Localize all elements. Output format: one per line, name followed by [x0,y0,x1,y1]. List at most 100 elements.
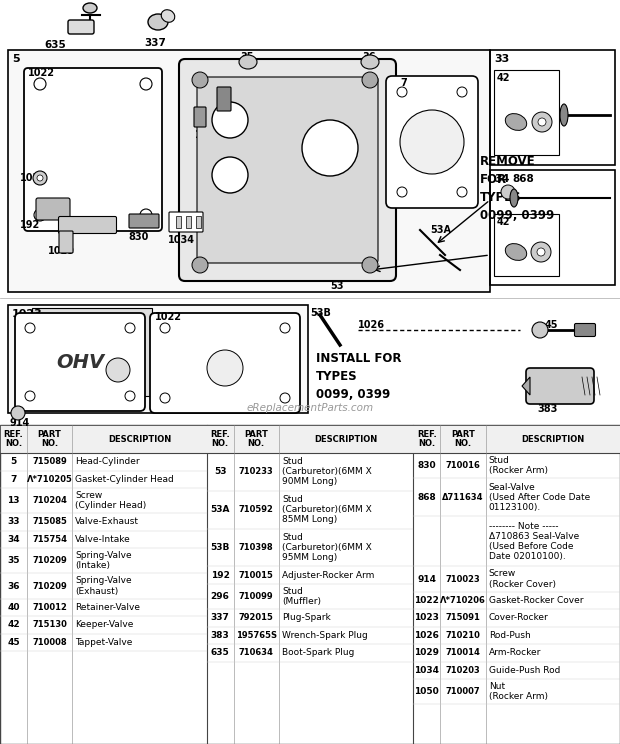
Text: 5: 5 [12,54,20,64]
Text: 35: 35 [240,52,254,62]
Text: PART
NO.: PART NO. [244,429,268,449]
Text: REF.
NO.: REF. NO. [4,429,24,449]
Circle shape [501,185,515,199]
FancyBboxPatch shape [526,368,594,404]
Text: Tappet-Valve: Tappet-Valve [76,638,133,647]
Text: 53: 53 [330,281,343,291]
Circle shape [125,391,135,401]
FancyBboxPatch shape [68,20,94,34]
Bar [196,216,201,228]
Text: 710203: 710203 [446,666,480,675]
Bar [0,0,620,425]
Text: 868: 868 [417,493,436,501]
Ellipse shape [505,114,527,130]
FancyBboxPatch shape [575,324,595,336]
Text: REMOVE
FOR
TYPES
0099, 0399: REMOVE FOR TYPES 0099, 0399 [480,155,554,222]
Text: 635: 635 [44,40,66,50]
Text: 42: 42 [497,73,510,83]
Ellipse shape [161,10,175,22]
Circle shape [397,187,407,197]
Text: 296: 296 [211,592,229,601]
Circle shape [532,322,548,338]
Circle shape [538,118,546,126]
Text: 792015: 792015 [239,613,273,622]
Text: Stud
(Carburetor)(6MM X
85MM Long): Stud (Carburetor)(6MM X 85MM Long) [282,496,372,525]
Text: 1050: 1050 [414,687,439,696]
Text: Cover-Rocker: Cover-Rocker [489,613,549,622]
Text: 710012: 710012 [32,603,67,612]
Text: 710099: 710099 [239,592,273,601]
Circle shape [25,323,35,333]
Text: 5: 5 [11,458,17,466]
FancyBboxPatch shape [386,76,478,208]
Text: 710209: 710209 [32,557,67,565]
Text: 53: 53 [214,467,226,476]
Bar [186,216,191,228]
Text: Wrench-Spark Plug: Wrench-Spark Plug [282,631,368,640]
Text: 53B: 53B [210,543,230,552]
Text: 715089: 715089 [32,458,67,466]
Text: Stud
(Muffler): Stud (Muffler) [282,587,321,606]
Circle shape [280,393,290,403]
Text: 710233: 710233 [239,467,273,476]
Text: Adjuster-Rocker Arm: Adjuster-Rocker Arm [282,571,374,580]
Text: 337: 337 [211,613,229,622]
Text: 710023: 710023 [446,574,480,583]
Text: Screw
(Cylinder Head): Screw (Cylinder Head) [76,491,146,510]
Text: Boot-Spark Plug: Boot-Spark Plug [282,648,355,658]
Ellipse shape [239,55,257,69]
Text: Keeper-Valve: Keeper-Valve [76,620,134,629]
Text: 45: 45 [7,638,20,647]
Text: 33: 33 [7,517,20,527]
Bar [0,425,620,453]
Text: 192: 192 [20,220,40,230]
FancyBboxPatch shape [59,231,73,253]
Text: 34: 34 [494,174,510,184]
Bar [8,305,308,413]
Text: REF.
NO.: REF. NO. [417,429,436,449]
Text: 710015: 710015 [239,571,273,580]
Text: 1050: 1050 [20,173,47,183]
Text: Retainer-Valve: Retainer-Valve [76,603,140,612]
FancyBboxPatch shape [24,68,162,231]
Text: 710008: 710008 [32,638,67,647]
Text: 715085: 715085 [32,517,67,527]
Text: Arm-Rocker: Arm-Rocker [489,648,541,658]
Text: 710634: 710634 [239,648,273,658]
Bar [494,214,559,276]
Text: 715130: 715130 [32,620,67,629]
Bar [176,216,181,228]
Text: 710210: 710210 [446,631,480,640]
Bar [490,50,615,165]
Text: Stud
(Carburetor)(6MM X
90MM Long): Stud (Carburetor)(6MM X 90MM Long) [282,458,372,487]
Text: DESCRIPTION: DESCRIPTION [314,434,378,443]
Circle shape [531,242,551,262]
Bar [8,50,490,292]
Text: 42: 42 [7,620,20,629]
Text: Nut
(Rocker Arm): Nut (Rocker Arm) [489,682,547,702]
Circle shape [280,323,290,333]
Text: 1023: 1023 [12,309,43,319]
Circle shape [160,393,170,403]
Circle shape [362,72,378,88]
Text: Spring-Valve
(Intake): Spring-Valve (Intake) [76,551,132,571]
Text: Valve-Intake: Valve-Intake [76,535,131,544]
Ellipse shape [148,14,168,30]
Circle shape [106,358,130,382]
Text: 710209: 710209 [32,582,67,591]
FancyBboxPatch shape [194,107,206,127]
Text: PART
NO.: PART NO. [451,429,475,449]
Text: 13: 13 [195,130,208,140]
Text: INSTALL FOR
TYPES
0099, 0399: INSTALL FOR TYPES 0099, 0399 [316,352,402,401]
FancyBboxPatch shape [15,313,145,411]
Text: 710016: 710016 [446,461,480,470]
Text: Spring-Valve
(Exhaust): Spring-Valve (Exhaust) [76,577,132,595]
Text: Plug-Spark: Plug-Spark [282,613,330,622]
Polygon shape [522,377,530,395]
Text: 296: 296 [210,86,230,96]
Text: Valve-Exhaust: Valve-Exhaust [76,517,140,527]
Text: 7: 7 [11,475,17,484]
Text: 868: 868 [512,174,534,184]
FancyBboxPatch shape [150,313,300,413]
Text: PART
NO.: PART NO. [38,429,61,449]
